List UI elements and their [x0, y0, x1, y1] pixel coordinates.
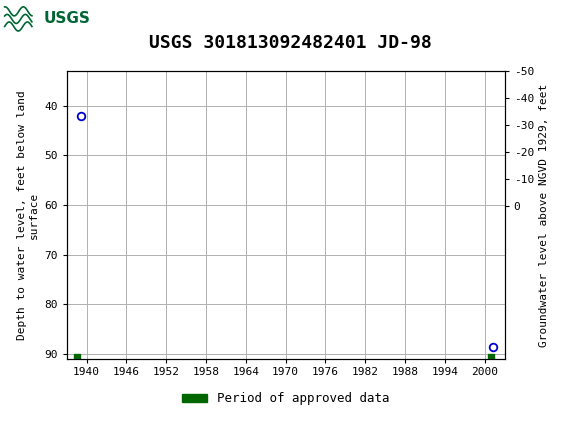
- Legend: Period of approved data: Period of approved data: [177, 387, 394, 410]
- Y-axis label: Depth to water level, feet below land
surface: Depth to water level, feet below land su…: [17, 90, 39, 340]
- Y-axis label: Groundwater level above NGVD 1929, feet: Groundwater level above NGVD 1929, feet: [539, 83, 549, 347]
- Text: USGS 301813092482401 JD-98: USGS 301813092482401 JD-98: [148, 34, 432, 52]
- Text: USGS: USGS: [44, 12, 90, 26]
- Bar: [3, 3, 96, 35]
